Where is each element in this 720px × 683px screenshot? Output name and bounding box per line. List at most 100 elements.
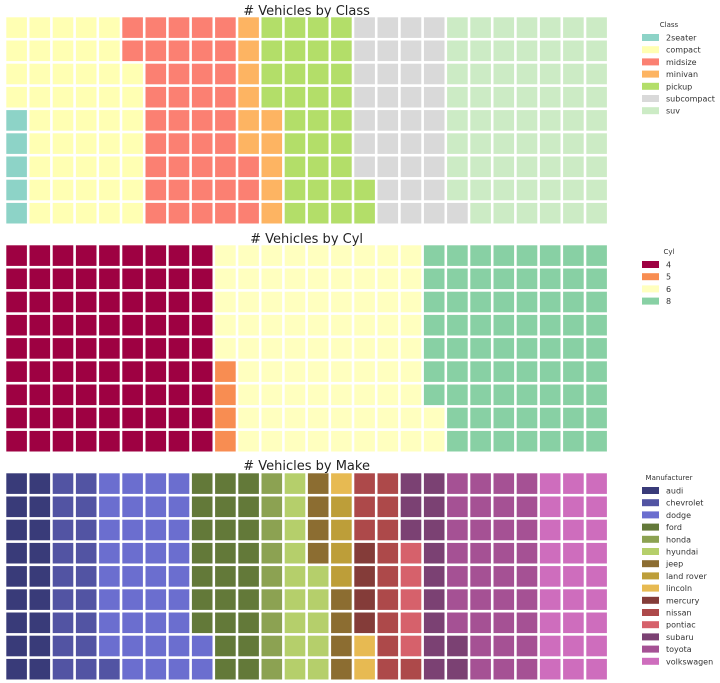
waffle-cell-audi xyxy=(6,542,27,564)
waffle-cell-audi xyxy=(6,658,27,680)
waffle-cell-nissan xyxy=(400,658,422,680)
waffle-cell-midsize xyxy=(145,86,167,108)
waffle-cell-nissan xyxy=(377,542,399,564)
waffle-cell-compact xyxy=(75,202,97,224)
waffle-cell-suv xyxy=(563,17,584,38)
waffle-cell-6 xyxy=(354,245,375,266)
waffle-cell-subcompact xyxy=(423,17,445,38)
waffle-cell-toyota xyxy=(516,589,538,610)
legend-label: 4 xyxy=(666,261,671,270)
waffle-cell-6 xyxy=(307,268,329,290)
waffle-cell-midsize xyxy=(168,17,190,38)
waffle-cell-4 xyxy=(122,430,143,452)
waffle-cell-4 xyxy=(122,245,143,266)
waffle-cell-8 xyxy=(516,338,538,359)
waffle-cell-minivan xyxy=(261,202,283,224)
waffle-cell-subcompact xyxy=(377,40,399,62)
waffle-cell-dodge xyxy=(122,612,143,634)
waffle-cell-pickup xyxy=(284,179,306,201)
waffle-cell-suv xyxy=(539,133,561,154)
legend-label: 6 xyxy=(666,285,671,294)
waffle-cell-4 xyxy=(99,291,120,313)
legend-swatch xyxy=(642,645,659,653)
waffle-cell-pickup xyxy=(331,156,352,178)
waffle-cell-honda xyxy=(261,589,283,610)
waffle-cell-suv xyxy=(493,202,515,224)
legend-title: Manufacturer xyxy=(646,474,693,482)
waffle-cell-6 xyxy=(238,268,259,290)
waffle-cell-honda xyxy=(261,658,283,680)
waffle-cell-suv xyxy=(563,133,584,154)
waffle-cell-dodge xyxy=(99,473,120,494)
waffle-cell-minivan xyxy=(238,63,259,85)
legend-label: 2seater xyxy=(666,34,697,43)
waffle-cell-4 xyxy=(191,384,213,406)
waffle-cell-4 xyxy=(191,245,213,266)
waffle-cell-suv xyxy=(539,17,561,38)
waffle-cell-6 xyxy=(215,314,236,336)
waffle-cell-6 xyxy=(354,268,375,290)
waffle-cell-hyundai xyxy=(284,566,306,587)
waffle-cell-audi xyxy=(6,566,27,587)
waffle-cell-dodge xyxy=(122,496,143,518)
waffle-cell-8 xyxy=(447,407,468,429)
waffle-cell-compact xyxy=(99,133,120,154)
waffle-cell-ford xyxy=(215,542,236,564)
waffle-cell-toyota xyxy=(470,519,491,541)
waffle-cell-compact xyxy=(99,202,120,224)
waffle-cell-chevrolet xyxy=(75,519,97,541)
waffle-cell-suv xyxy=(470,63,491,85)
legend-label: dodge xyxy=(666,511,691,520)
waffle-cell-8 xyxy=(470,430,491,452)
waffle-cell-audi xyxy=(29,658,51,680)
waffle-cell-8 xyxy=(539,314,561,336)
waffle-cell-4 xyxy=(145,384,167,406)
waffle-cell-4 xyxy=(29,245,51,266)
legend-label: minivan xyxy=(666,70,698,79)
waffle-cell-toyota xyxy=(470,612,491,634)
waffle-cell-suv xyxy=(493,156,515,178)
waffle-cell-suv xyxy=(516,133,538,154)
waffle-cell-pickup xyxy=(284,86,306,108)
waffle-cell-compact xyxy=(52,133,74,154)
legend-swatch xyxy=(642,297,659,305)
waffle-cell-6 xyxy=(400,407,422,429)
waffle-cell-8 xyxy=(586,361,607,382)
waffle-cell-volkswagen xyxy=(539,473,561,494)
waffle-cell-suv xyxy=(539,202,561,224)
waffle-cell-pickup xyxy=(331,86,352,108)
waffle-cell-midsize xyxy=(215,17,236,38)
legend-label: hyundai xyxy=(666,548,698,557)
waffle-cell-dodge xyxy=(145,589,167,610)
waffle-cell-4 xyxy=(99,430,120,452)
waffle-cell-volkswagen xyxy=(563,519,584,541)
waffle-cell-6 xyxy=(354,384,375,406)
waffle-cell-ford xyxy=(238,519,259,541)
waffle-cell-pickup xyxy=(284,202,306,224)
waffle-cell-compact xyxy=(122,156,143,178)
waffle-cell-2seater xyxy=(6,110,27,131)
waffle-cell-4 xyxy=(122,407,143,429)
waffle-cell-subcompact xyxy=(423,156,445,178)
waffle-cell-hyundai xyxy=(307,566,329,587)
waffle-cell-midsize xyxy=(145,17,167,38)
waffle-cell-6 xyxy=(261,407,283,429)
waffle-cell-compact xyxy=(52,110,74,131)
waffle-cell-subcompact xyxy=(377,202,399,224)
waffle-cell-compact xyxy=(122,179,143,201)
waffle-cell-6 xyxy=(307,361,329,382)
waffle-cell-pickup xyxy=(331,17,352,38)
waffle-cell-compact xyxy=(52,86,74,108)
waffle-cell-6 xyxy=(238,361,259,382)
waffle-cell-4 xyxy=(191,430,213,452)
waffle-cell-8 xyxy=(493,338,515,359)
waffle-cell-ford xyxy=(238,542,259,564)
waffle-cell-ford xyxy=(238,473,259,494)
waffle-cell-4 xyxy=(99,407,120,429)
waffle-cell-4 xyxy=(145,291,167,313)
waffle-cell-suv xyxy=(470,179,491,201)
waffle-cell-4 xyxy=(191,361,213,382)
waffle-cell-dodge xyxy=(145,612,167,634)
waffle-cell-suv xyxy=(539,40,561,62)
